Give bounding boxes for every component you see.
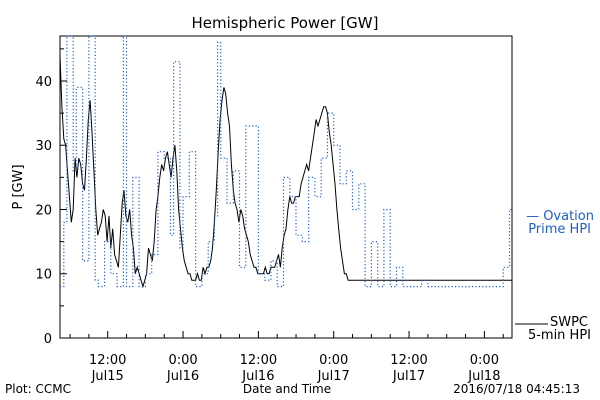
y-tick-label: 40	[35, 75, 52, 90]
y-tick-label: 0	[44, 332, 52, 347]
series-ovation-prime-hpi	[60, 35, 512, 288]
x-tick-time-label: 12:00	[240, 353, 277, 368]
legend-swpc-line2: 5-min HPI	[528, 328, 591, 343]
x-tick-date-label: Jul18	[467, 369, 500, 384]
x-tick-time-label: 0:00	[470, 353, 499, 368]
x-tick-time-label: 0:00	[168, 353, 197, 368]
legend-ovation-line2: Prime HPI	[528, 222, 591, 237]
chart-title: Hemispheric Power [GW]	[192, 14, 379, 32]
x-tick-date-label: Jul16	[241, 369, 274, 384]
x-tick-time-label: 0:00	[319, 353, 348, 368]
series-swpc-5min-hpi	[59, 55, 512, 289]
plot-area	[59, 35, 513, 339]
y-tick-label: 10	[35, 268, 52, 283]
x-tick-date-label: Jul16	[166, 369, 199, 384]
x-tick-time-label: 12:00	[89, 353, 126, 368]
legend-ovation-line1: — Ovation	[526, 209, 594, 224]
plot-border	[59, 35, 513, 339]
x-axis-label: Date and Time	[243, 382, 331, 396]
legend-swpc-line1: SWPC	[550, 315, 588, 330]
x-tick-date-label: Jul17	[317, 369, 350, 384]
y-axis-label: P [GW]	[11, 164, 26, 209]
plot-credit: Plot: CCMC	[5, 382, 71, 396]
plot-timestamp: 2016/07/18 04:45:13	[453, 382, 580, 396]
y-tick-label: 30	[35, 139, 52, 154]
x-tick-time-label: 12:00	[390, 353, 427, 368]
x-tick-date-label: Jul15	[91, 369, 124, 384]
x-tick-date-label: Jul17	[392, 369, 425, 384]
y-tick-label: 20	[35, 203, 52, 218]
